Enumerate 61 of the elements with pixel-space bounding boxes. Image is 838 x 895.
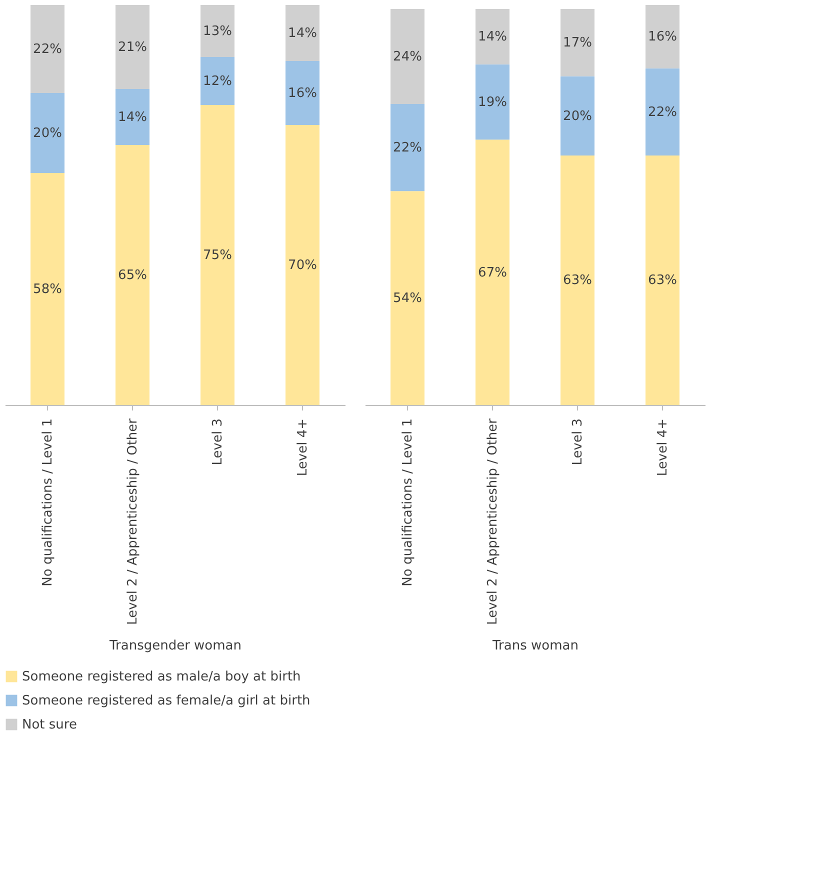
data-label: 13% <box>203 24 232 39</box>
bar <box>30 93 64 173</box>
x-axis-title: Transgender woman <box>108 638 242 654</box>
data-label: 22% <box>33 42 62 57</box>
data-label: 14% <box>288 26 317 41</box>
bar <box>200 5 234 57</box>
bar <box>200 105 234 405</box>
data-label: 65% <box>118 268 147 283</box>
x-tick-label: Level 2 / Apprenticeship / Other <box>486 418 500 625</box>
data-label: 16% <box>648 30 677 45</box>
bar <box>390 8 424 104</box>
bar <box>116 89 150 145</box>
data-label: 54% <box>393 291 422 306</box>
legend-label: Someone registered as female/a girl at birth <box>22 694 310 708</box>
data-label: 12% <box>203 74 232 89</box>
bar <box>116 145 150 405</box>
bar <box>646 155 680 405</box>
bar <box>30 173 64 405</box>
legend-label: Someone registered as male/a boy at birth <box>22 670 301 684</box>
bar <box>200 57 234 105</box>
bar <box>560 155 594 405</box>
bar <box>286 5 320 61</box>
x-tick-label: No qualifications / Level 1 <box>400 418 416 586</box>
data-label: 19% <box>478 95 507 110</box>
data-label: 70% <box>288 258 317 273</box>
bar <box>476 64 510 140</box>
x-tick-label: Level 2 / Apprenticeship / Other <box>126 418 140 625</box>
data-label: 20% <box>563 108 592 124</box>
data-label: 67% <box>478 265 507 280</box>
bar <box>30 5 64 93</box>
bar <box>646 5 680 68</box>
x-tick-label: No qualifications / Level 1 <box>40 418 56 586</box>
x-tick-label: Level 3 <box>210 418 226 466</box>
bar <box>286 61 320 125</box>
x-tick-label: Level 3 <box>570 418 586 466</box>
data-label: 75% <box>203 248 232 263</box>
data-label: 63% <box>563 273 592 288</box>
x-tick-label: Level 4+ <box>656 418 670 476</box>
data-label: 21% <box>118 40 147 55</box>
data-label: 17% <box>563 36 592 51</box>
bar <box>390 191 424 405</box>
x-tick-label: Level 4+ <box>296 418 310 476</box>
bar <box>476 8 510 64</box>
bar <box>390 104 424 192</box>
data-label: 14% <box>118 110 147 125</box>
bar <box>560 76 594 156</box>
bar <box>476 140 510 405</box>
data-label: 58% <box>33 282 62 297</box>
data-label: 22% <box>648 104 677 120</box>
data-label: 16% <box>288 86 317 101</box>
legend-label: Not sure <box>22 718 77 732</box>
bar <box>646 68 680 156</box>
data-label: 14% <box>478 30 507 45</box>
data-label: 20% <box>33 126 62 141</box>
bar <box>560 8 594 76</box>
bar <box>286 125 320 405</box>
data-label: 63% <box>648 273 677 288</box>
data-label: 22% <box>393 140 422 156</box>
data-label: 24% <box>393 49 422 64</box>
x-axis-title: Trans woman <box>492 638 578 654</box>
bar <box>116 5 150 89</box>
